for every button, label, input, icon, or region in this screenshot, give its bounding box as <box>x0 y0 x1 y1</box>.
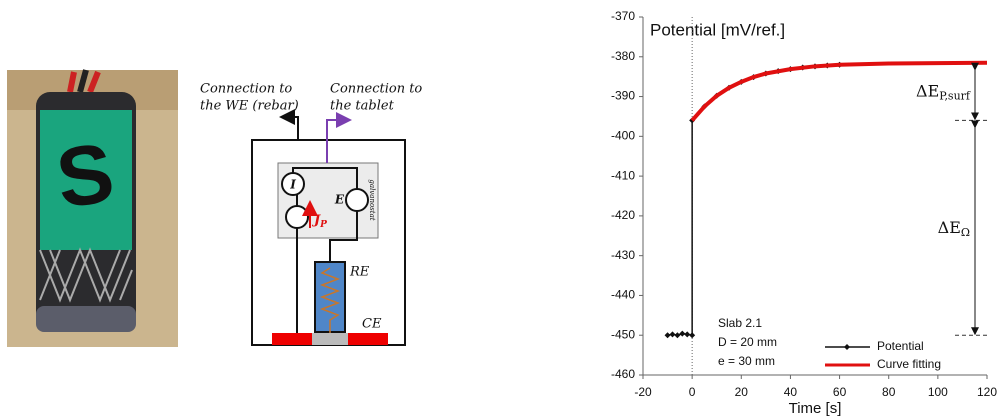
x-tick-label: 20 <box>735 385 749 399</box>
y-tick-label: -420 <box>611 208 635 222</box>
re-label: RE <box>349 265 370 280</box>
delta-sub: P,surf <box>939 90 971 103</box>
y-tick-label: -450 <box>611 327 635 341</box>
y-tick-label: -430 <box>611 248 635 262</box>
x-tick-label: 120 <box>977 385 997 399</box>
annotation: D = 20 mm <box>718 335 777 349</box>
ce-label: CE <box>362 317 382 332</box>
legend-label: Potential <box>877 339 924 353</box>
data-point <box>689 332 695 338</box>
current-sub: P <box>319 220 327 230</box>
y-tick-label: -440 <box>611 288 635 302</box>
current-source-label: I <box>289 178 296 192</box>
annotation: e = 30 mm <box>718 354 775 368</box>
x-tick-label: 60 <box>833 385 847 399</box>
figure: S Connection to the WE (rebar) Connectio… <box>0 0 999 416</box>
x-tick-label: 0 <box>689 385 696 399</box>
delta-label: ΔEΩ <box>938 217 970 239</box>
data-point <box>674 332 680 338</box>
delta-main: ΔE <box>938 217 961 236</box>
connection-label: the tablet <box>330 99 395 114</box>
voltmeter-label: E <box>334 193 345 207</box>
annotation: Slab 2.1 <box>718 316 762 330</box>
sensor-photo: S <box>7 70 178 347</box>
x-tick-label: -20 <box>634 385 652 399</box>
delta-main: ΔE <box>916 81 939 100</box>
legend-label: Curve fitting <box>877 357 941 371</box>
data-point <box>665 332 671 338</box>
device-label: galvanostat <box>368 179 376 220</box>
data-point <box>679 331 685 337</box>
y-tick-label: -410 <box>611 168 635 182</box>
delta-label: ΔEP,surf <box>916 81 971 103</box>
legend-marker <box>844 344 850 350</box>
y-tick-label: -370 <box>611 9 635 23</box>
y-axis-label: Potential [mV/ref.] <box>650 20 785 39</box>
connection-label: the WE (rebar) <box>200 99 299 114</box>
circuit-diagram <box>252 117 405 345</box>
connection-label: Connection to <box>330 82 422 97</box>
y-tick-label: -380 <box>611 49 635 63</box>
x-axis-label: Time [s] <box>789 400 842 416</box>
data-point <box>669 331 675 337</box>
series-line <box>668 65 840 335</box>
x-tick-label: 40 <box>784 385 798 399</box>
delta-sub: Ω <box>961 226 970 239</box>
connection-label: Connection to <box>200 82 292 97</box>
y-tick-label: -400 <box>611 129 635 143</box>
chart: Potential [mV/ref.] Time [s] Slab 2.1 D … <box>611 9 997 416</box>
y-tick-label: -460 <box>611 367 635 381</box>
y-tick-label: -390 <box>611 89 635 103</box>
data-point <box>684 331 690 337</box>
x-tick-label: 80 <box>882 385 896 399</box>
x-tick-label: 100 <box>928 385 948 399</box>
